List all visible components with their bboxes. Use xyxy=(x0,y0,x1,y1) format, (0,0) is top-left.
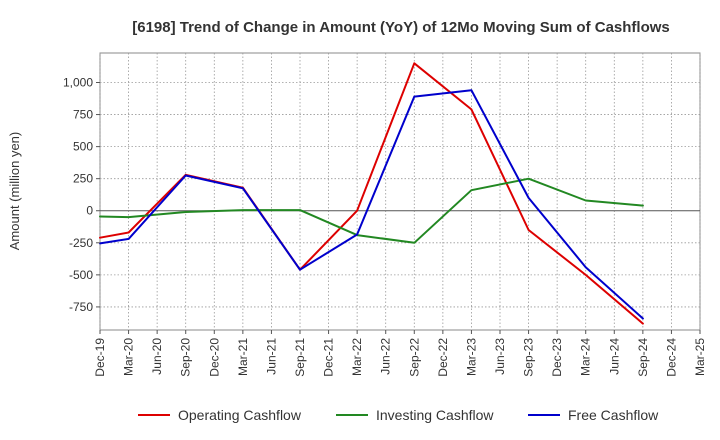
y-tick-label: -750 xyxy=(69,300,93,314)
series-line-free-cashflow xyxy=(99,89,644,320)
x-tick-label: Dec-19 xyxy=(93,338,107,377)
x-tick-label: Jun-22 xyxy=(379,338,393,375)
y-tick-label: 250 xyxy=(73,172,93,186)
x-tick-label: Jun-23 xyxy=(493,338,507,375)
x-tick-label: Mar-22 xyxy=(350,338,364,376)
y-tick-label: -250 xyxy=(69,236,93,250)
x-tick-label: Mar-20 xyxy=(122,338,136,376)
y-axis-ticks: 1,000 750 500 250 0 -250 -500 -750 xyxy=(63,75,100,314)
series-lines xyxy=(99,62,644,325)
x-tick-label: Jun-20 xyxy=(150,338,164,375)
series-line-operating-cashflow xyxy=(99,62,644,325)
x-tick-label: Sep-22 xyxy=(407,338,421,377)
x-tick-label: Dec-20 xyxy=(207,338,221,377)
y-tick-label: 500 xyxy=(73,140,93,154)
x-axis-ticks: Dec-19 Mar-20 Jun-20 Sep-20 Dec-20 Mar-21 Jun-… xyxy=(93,330,707,377)
y-tick-label: -500 xyxy=(69,268,93,282)
y-tick-label: 1,000 xyxy=(63,75,93,89)
chart-title: [6198] Trend of Change in Amount (YoY) o… xyxy=(132,19,670,36)
x-tick-label: Mar-24 xyxy=(579,338,593,376)
y-axis-label: Amount (million yen) xyxy=(7,132,22,251)
x-tick-label: Dec-22 xyxy=(436,338,450,377)
y-tick-label: 750 xyxy=(73,108,93,122)
x-tick-label: Sep-24 xyxy=(636,338,650,377)
grid-lines xyxy=(99,53,701,330)
x-tick-label: Jun-24 xyxy=(607,338,621,375)
x-tick-label: Jun-21 xyxy=(264,338,278,375)
x-tick-label: Sep-20 xyxy=(179,338,193,377)
y-tick-label: 0 xyxy=(86,204,93,218)
x-tick-label: Mar-21 xyxy=(236,338,250,376)
plot-area xyxy=(99,52,701,331)
x-tick-label: Sep-23 xyxy=(522,338,536,377)
legend-label: Investing Cashflow xyxy=(376,407,494,423)
x-tick-label: Mar-25 xyxy=(693,338,707,376)
x-tick-label: Mar-23 xyxy=(464,338,478,376)
x-tick-label: Dec-24 xyxy=(664,338,678,377)
x-tick-label: Sep-21 xyxy=(293,338,307,377)
x-tick-label: Dec-23 xyxy=(550,338,564,377)
legend-label: Free Cashflow xyxy=(568,407,659,423)
legend: Operating Cashflow Investing Cashflow Free… xyxy=(138,407,659,423)
legend-label: Operating Cashflow xyxy=(178,407,302,423)
x-tick-label: Dec-21 xyxy=(322,338,336,377)
